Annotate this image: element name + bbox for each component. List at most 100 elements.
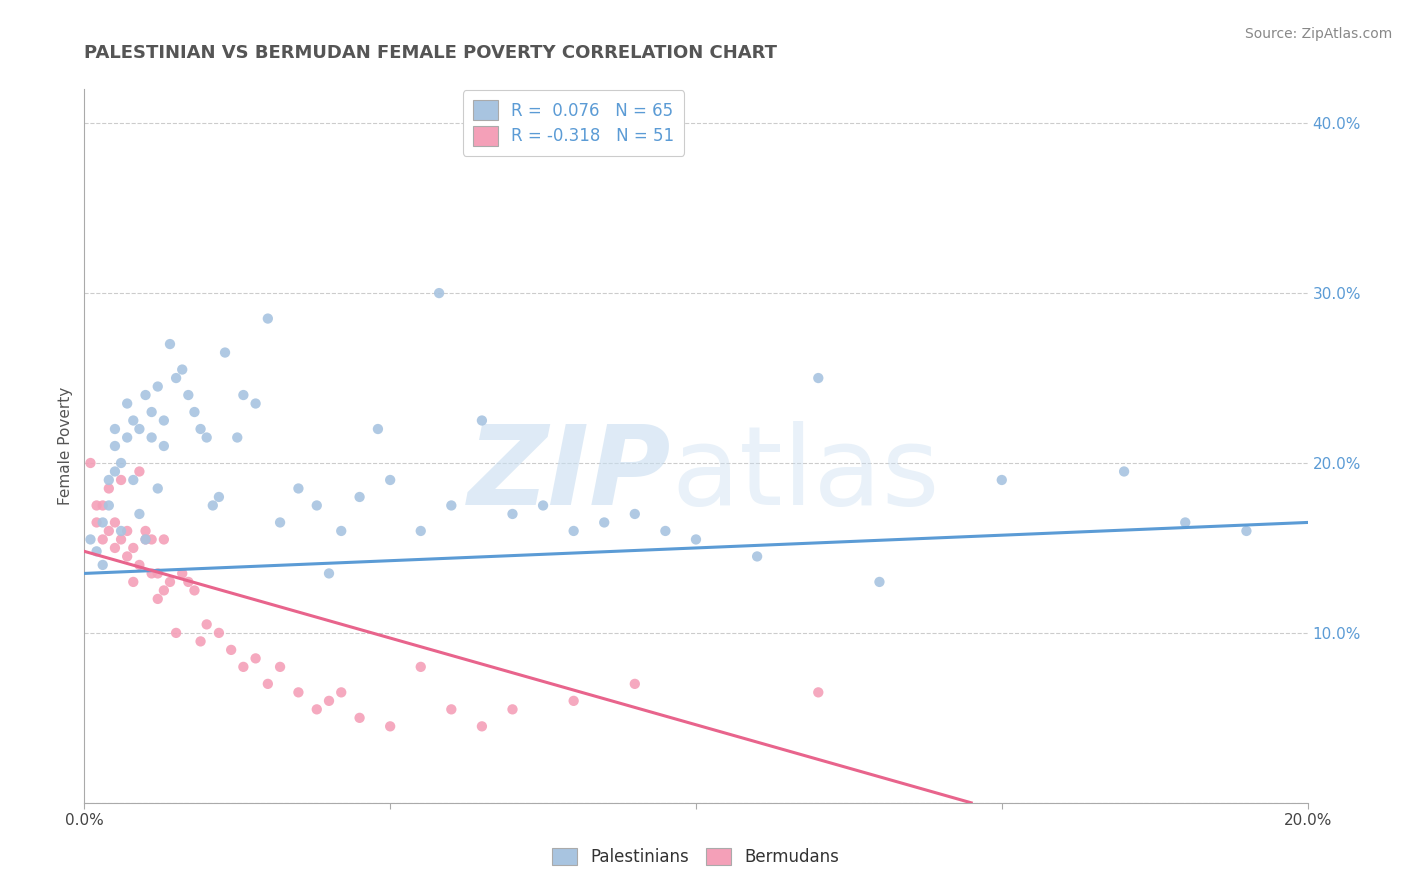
Point xyxy=(165,626,187,640)
Point xyxy=(86,499,108,513)
Point xyxy=(128,422,150,436)
Point xyxy=(685,533,707,547)
Point xyxy=(115,524,138,538)
Point xyxy=(141,566,163,581)
Point xyxy=(110,473,132,487)
Point xyxy=(146,566,169,581)
Point xyxy=(183,583,205,598)
Point xyxy=(257,311,280,326)
Point xyxy=(153,533,176,547)
Point xyxy=(97,524,120,538)
Point xyxy=(562,694,585,708)
Point xyxy=(219,643,242,657)
Point xyxy=(1174,516,1197,530)
Point xyxy=(128,465,150,479)
Point xyxy=(380,719,402,733)
Point xyxy=(502,702,524,716)
Point xyxy=(183,405,205,419)
Point xyxy=(991,473,1014,487)
Point xyxy=(91,533,114,547)
Point xyxy=(153,583,176,598)
Point xyxy=(86,516,108,530)
Point xyxy=(624,677,647,691)
Point xyxy=(367,422,389,436)
Point xyxy=(97,482,120,496)
Point xyxy=(287,685,309,699)
Point xyxy=(159,574,181,589)
Point xyxy=(409,660,432,674)
Point xyxy=(91,499,114,513)
Point xyxy=(349,711,371,725)
Point xyxy=(141,405,163,419)
Y-axis label: Female Poverty: Female Poverty xyxy=(58,387,73,505)
Point xyxy=(1234,524,1257,538)
Point xyxy=(624,507,647,521)
Point xyxy=(153,439,176,453)
Point xyxy=(380,473,402,487)
Point xyxy=(122,413,145,427)
Point xyxy=(409,524,432,538)
Point xyxy=(141,430,163,444)
Point xyxy=(104,422,127,436)
Point xyxy=(190,422,212,436)
Point xyxy=(135,533,157,547)
Point xyxy=(287,482,309,496)
Point xyxy=(593,516,616,530)
Point xyxy=(146,482,169,496)
Point xyxy=(128,558,150,572)
Point xyxy=(318,566,340,581)
Text: ZIP: ZIP xyxy=(468,421,672,528)
Point xyxy=(122,473,145,487)
Point xyxy=(232,660,254,674)
Text: PALESTINIAN VS BERMUDAN FEMALE POVERTY CORRELATION CHART: PALESTINIAN VS BERMUDAN FEMALE POVERTY C… xyxy=(84,45,778,62)
Point xyxy=(115,549,138,564)
Point xyxy=(269,660,291,674)
Point xyxy=(104,516,127,530)
Point xyxy=(427,286,450,301)
Point xyxy=(440,499,463,513)
Point xyxy=(349,490,371,504)
Point xyxy=(195,617,218,632)
Point xyxy=(159,337,181,351)
Point xyxy=(531,499,554,513)
Point xyxy=(97,473,120,487)
Point xyxy=(104,439,127,453)
Point xyxy=(79,456,101,470)
Point xyxy=(135,524,157,538)
Point xyxy=(654,524,676,538)
Point xyxy=(110,456,132,470)
Point xyxy=(807,371,830,385)
Point xyxy=(208,490,231,504)
Point xyxy=(208,626,231,640)
Point xyxy=(330,524,353,538)
Point xyxy=(201,499,224,513)
Point xyxy=(232,388,254,402)
Point xyxy=(177,388,200,402)
Point xyxy=(91,516,114,530)
Legend: Palestinians, Bermudans: Palestinians, Bermudans xyxy=(546,841,846,873)
Point xyxy=(1114,465,1136,479)
Point xyxy=(97,499,120,513)
Point xyxy=(257,677,280,691)
Point xyxy=(214,345,236,359)
Point xyxy=(318,694,340,708)
Point xyxy=(146,379,169,393)
Point xyxy=(245,396,267,410)
Point xyxy=(502,507,524,521)
Point xyxy=(471,719,494,733)
Point xyxy=(115,430,138,444)
Point xyxy=(104,541,127,555)
Point xyxy=(122,541,145,555)
Point xyxy=(269,516,291,530)
Point xyxy=(172,566,194,581)
Point xyxy=(141,533,163,547)
Point xyxy=(195,430,218,444)
Point xyxy=(153,413,176,427)
Point xyxy=(226,430,249,444)
Point xyxy=(122,574,145,589)
Point xyxy=(79,533,101,547)
Point xyxy=(115,396,138,410)
Point xyxy=(128,507,150,521)
Point xyxy=(245,651,267,665)
Point xyxy=(86,544,108,558)
